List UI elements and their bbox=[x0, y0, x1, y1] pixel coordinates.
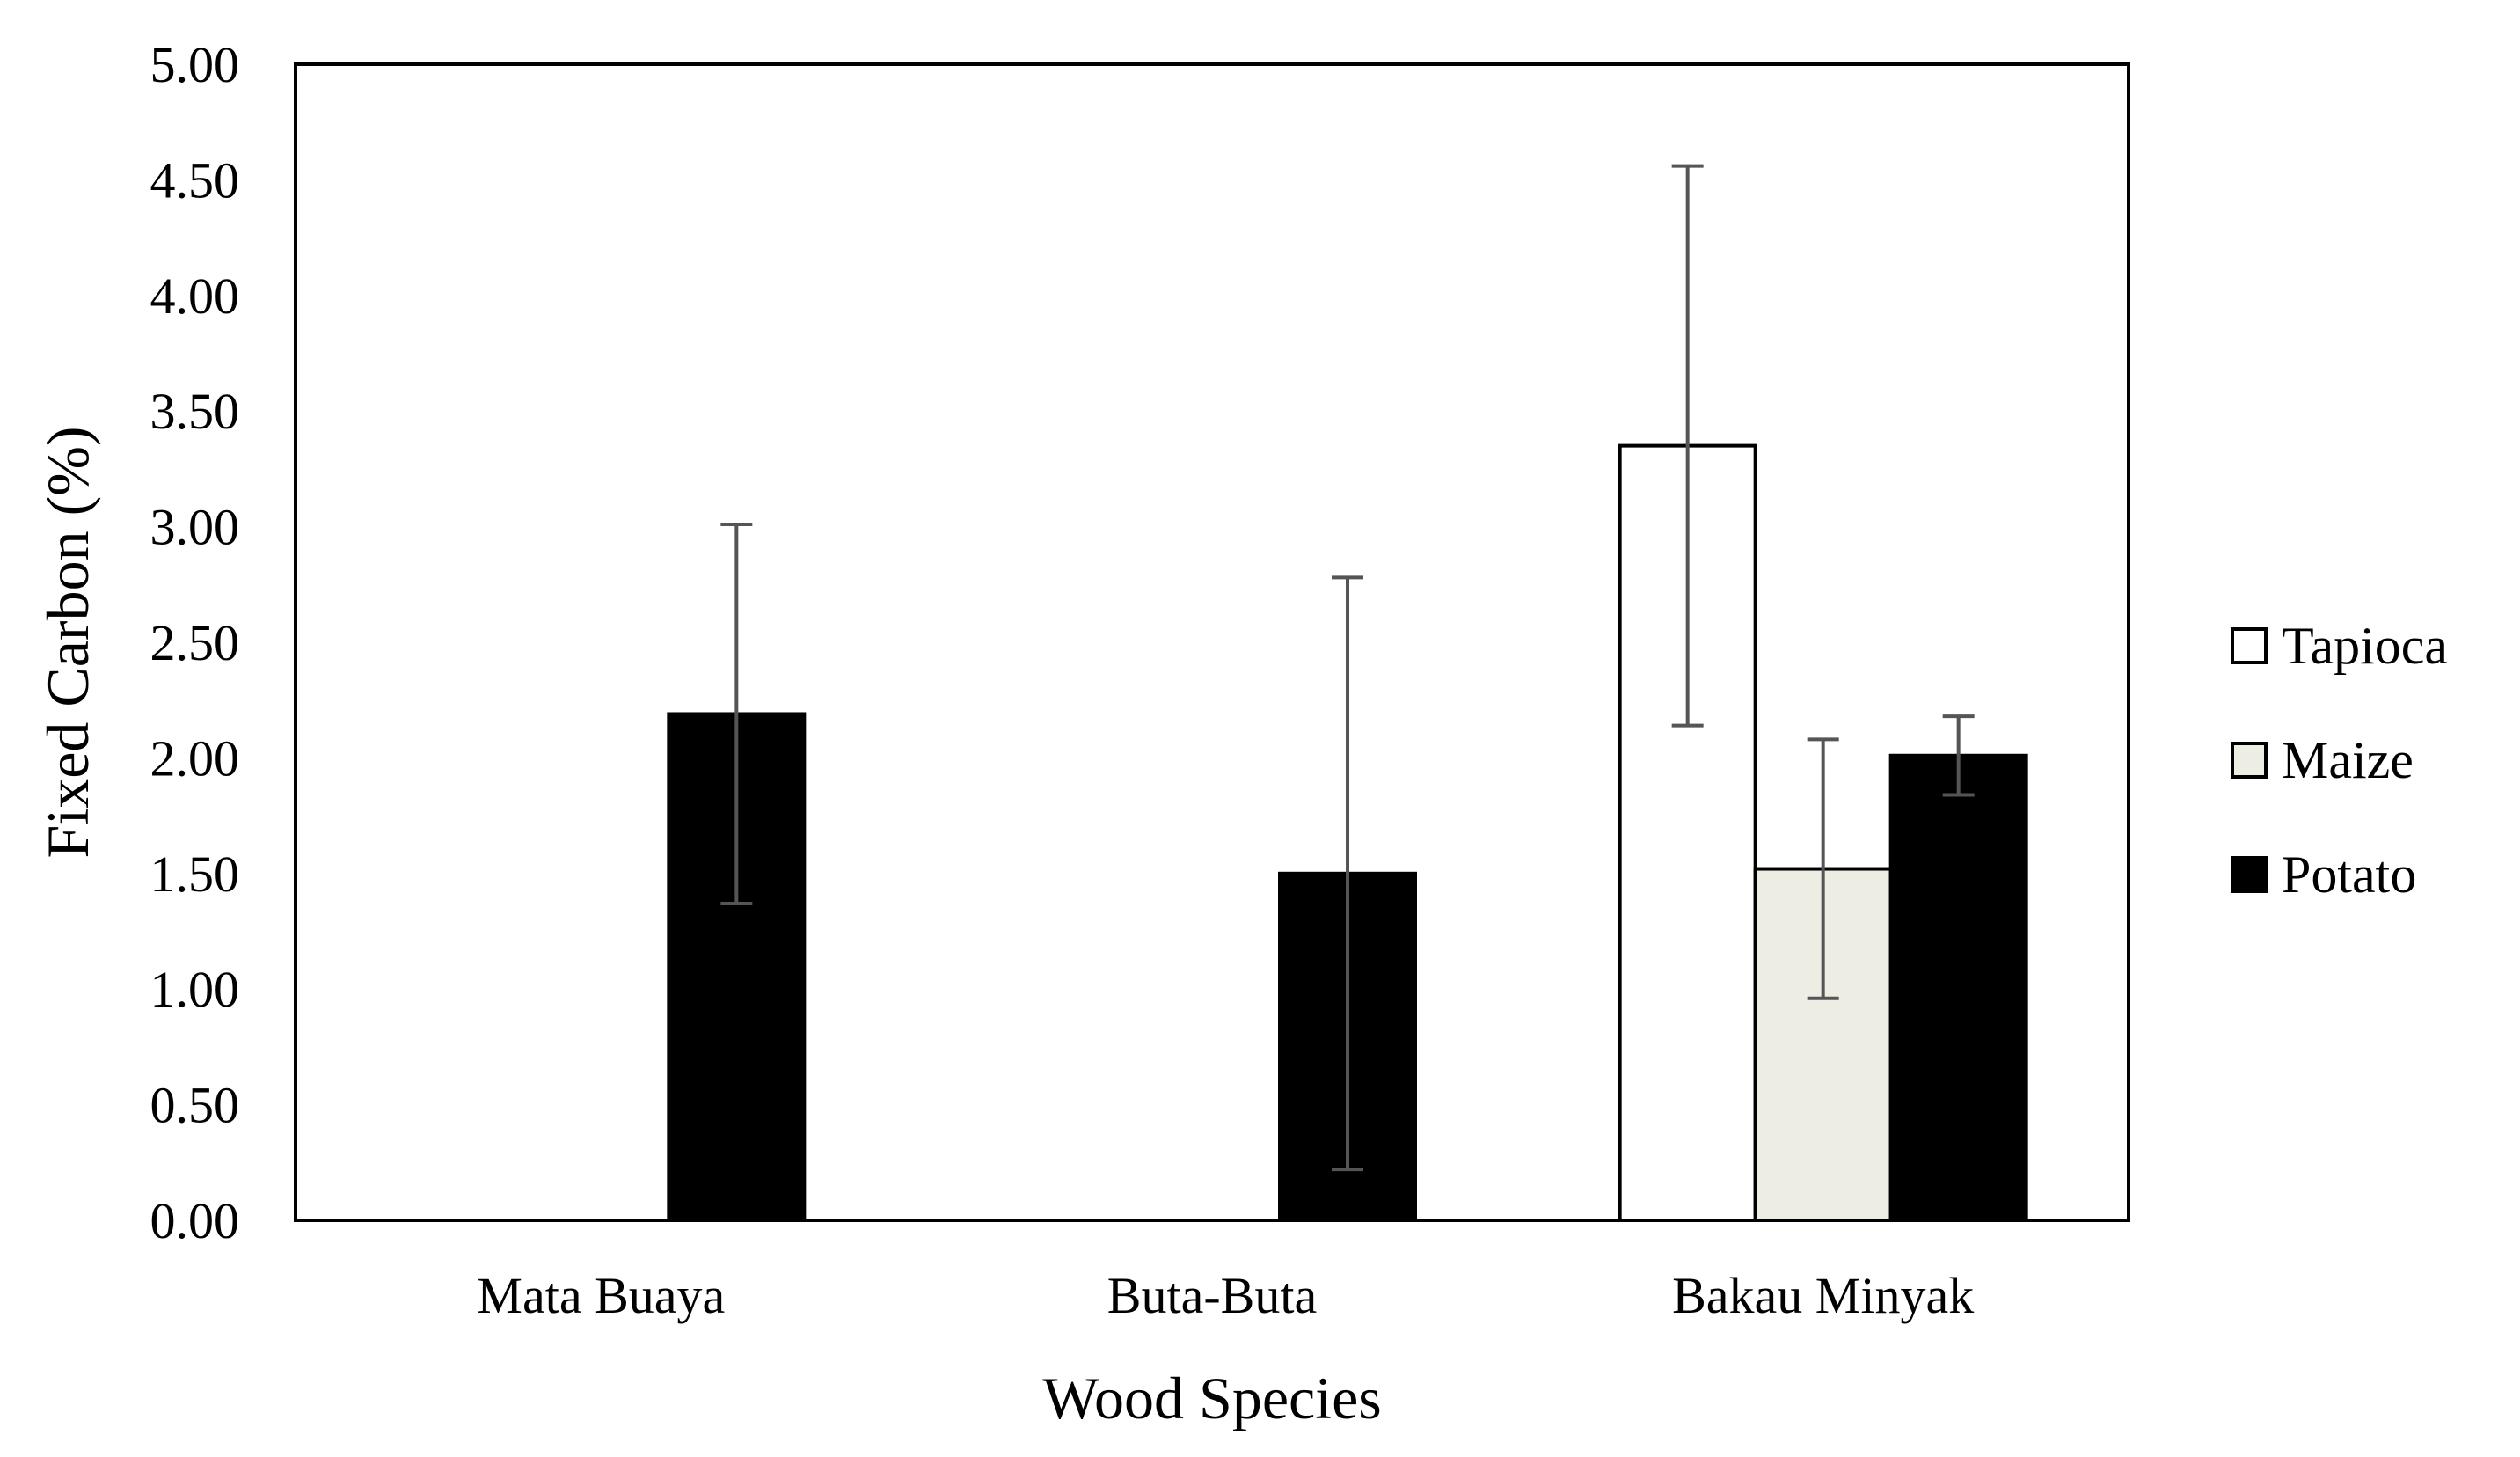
legend-swatch bbox=[2231, 627, 2268, 664]
error-bar bbox=[1671, 164, 1704, 728]
legend-label: Potato bbox=[2282, 846, 2416, 904]
y-tick-label: 0.00 bbox=[150, 1192, 240, 1249]
y-tick-label: 2.50 bbox=[150, 614, 240, 671]
error-bar bbox=[1332, 575, 1363, 1172]
x-axis-categories: Mata Buaya Buta-Buta Bakau Minyak bbox=[477, 1267, 1974, 1324]
legend-swatch bbox=[2231, 856, 2268, 893]
error-bar bbox=[1807, 737, 1839, 1000]
y-tick-label: 5.00 bbox=[150, 36, 240, 93]
error-bar bbox=[1942, 714, 1975, 797]
x-category-label: Mata Buaya bbox=[477, 1267, 725, 1324]
y-tick-label: 3.00 bbox=[150, 499, 240, 556]
legend: Tapioca Maize Potato bbox=[2231, 617, 2448, 904]
x-category-label: Bakau Minyak bbox=[1672, 1267, 1974, 1324]
x-axis-title: Wood Species bbox=[1042, 1365, 1381, 1431]
y-tick-label: 3.50 bbox=[150, 383, 240, 440]
y-tick-label: 2.00 bbox=[150, 729, 240, 787]
legend-swatch bbox=[2231, 742, 2268, 779]
y-axis-title: Fixed Carbon (%) bbox=[34, 426, 101, 858]
error-bars-layer bbox=[720, 164, 1975, 1172]
x-category-label: Buta-Buta bbox=[1107, 1267, 1317, 1324]
legend-item-potato: Potato bbox=[2231, 846, 2416, 904]
y-tick-label: 1.50 bbox=[150, 846, 240, 903]
y-tick-label: 0.50 bbox=[150, 1077, 240, 1134]
y-tick-label: 4.50 bbox=[150, 151, 240, 209]
legend-label: Maize bbox=[2282, 731, 2414, 789]
legend-item-maize: Maize bbox=[2231, 731, 2414, 789]
y-tick-label: 1.00 bbox=[150, 961, 240, 1018]
error-bar bbox=[720, 522, 753, 905]
legend-label: Tapioca bbox=[2282, 617, 2448, 675]
y-axis-ticks: 0.00 0.50 1.00 1.50 2.00 2.50 3.00 3.50 4.00 4.50… bbox=[150, 36, 240, 1249]
plot-area-frame bbox=[294, 62, 2130, 1222]
legend-item-tapioca: Tapioca bbox=[2231, 617, 2448, 675]
bar-potato bbox=[1888, 753, 2028, 1222]
y-tick-label: 4.00 bbox=[150, 267, 240, 325]
